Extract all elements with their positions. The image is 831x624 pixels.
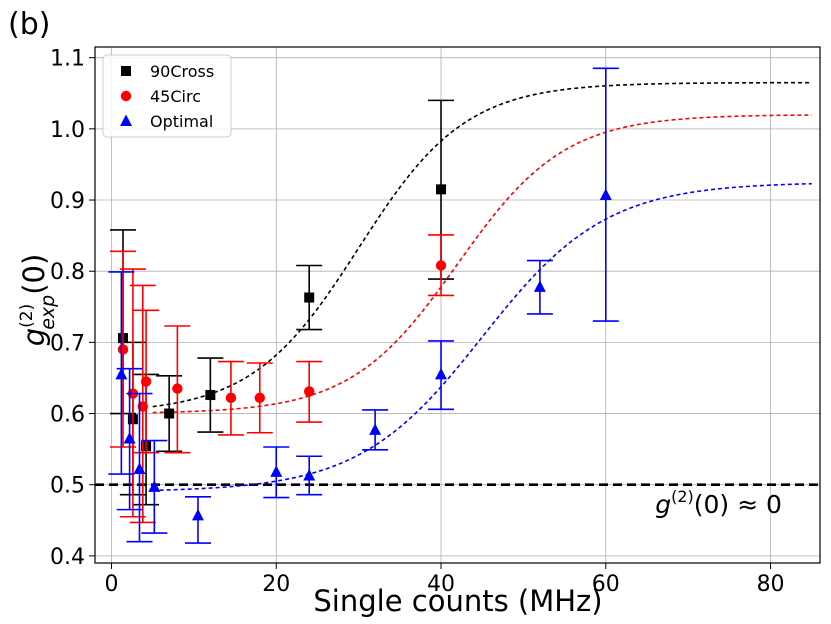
y-tick-label: 0.6 [50,403,85,428]
data-point [140,376,152,387]
series-Optimal [108,67,619,544]
x-axis-label: Single counts (MHz) [313,584,602,618]
data-point [254,392,265,404]
x-axis-ticks: 0 20 40 60 80 [104,563,785,597]
data-point [435,260,447,271]
data-point [270,465,283,477]
fit-curves [152,81,812,492]
legend-marker-45Circ [120,90,132,102]
data-point [304,292,315,303]
data-point [435,367,448,380]
x-tick-label: 20 [262,572,290,597]
data-point [172,383,183,394]
x-tick-label: 0 [104,572,118,597]
plot-frame [94,46,821,564]
y-tick-label: 0.4 [50,545,85,570]
y-tick-label: 1.0 [50,118,85,143]
panel-label: (b) [8,7,50,42]
y-tick-label: 0.7 [50,331,85,356]
y-tick-label: 0.8 [50,260,85,285]
data-point [123,431,136,444]
data-point [191,508,204,521]
data-point [148,480,161,492]
data-points [108,67,619,544]
data-point [369,423,382,435]
y-axis-ticks: 0.4 0.5 0.6 0.7 0.8 0.9 1.0 1.1 [50,47,95,570]
y-tick-label: 1.1 [50,47,85,72]
fit-curve-90Cross [152,81,812,408]
data-point [164,408,175,419]
data-point [205,390,216,401]
y-tick-label: 0.9 [50,189,85,214]
y-axis-label: g(2)exp(0) [17,254,59,347]
legend-label-90Cross: 90Cross [150,62,214,81]
legend-label-45Circ: 45Circ [150,87,201,106]
data-point [117,344,129,355]
annotation-text: (0) ≈ 0 [694,490,782,519]
data-point [599,188,612,201]
legend-label-Optimal: Optimal [150,112,213,131]
y-label-subscript: exp [37,295,59,330]
y-tick-label: 0.5 [50,474,85,499]
annotation-symbol: g [655,490,671,519]
series-90Cross [110,99,455,506]
legend: 90Cross 45Circ Optimal [102,54,232,138]
data-point [304,386,315,397]
legend-marker-Optimal [120,114,132,126]
y-label-argument: (0) [17,254,51,295]
annotation-superscript: (2) [671,487,694,506]
x-tick-label: 60 [592,572,620,597]
x-tick-label: 40 [427,572,455,597]
legend-marker-90Cross [121,66,131,76]
data-point [533,280,546,292]
annotation: g(2)(0) ≈ 0 [655,487,782,519]
y-label-superscript: (2) [17,304,37,328]
data-point [436,184,447,195]
data-point [133,462,146,475]
x-tick-label: 80 [757,572,785,597]
series-45Circ [110,234,455,524]
fit-curve-45Circ [152,114,812,414]
data-point [225,392,237,404]
data-point [115,367,128,380]
y-label-symbol: g [17,328,51,346]
legend-box [102,54,232,138]
data-point [303,468,316,481]
svg-text:g(2)exp(0): g(2)exp(0) [17,254,59,347]
